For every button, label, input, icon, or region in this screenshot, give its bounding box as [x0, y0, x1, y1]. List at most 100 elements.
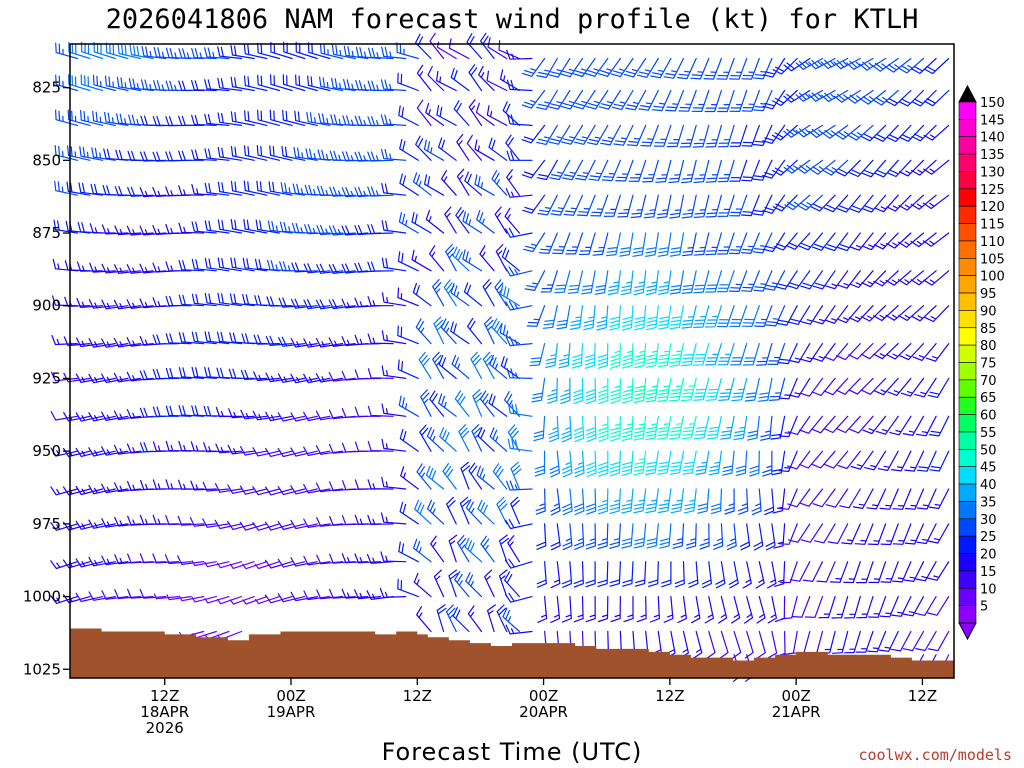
wind-barb	[729, 124, 748, 147]
wind-barb	[729, 57, 748, 80]
wind-barb	[303, 446, 331, 456]
wind-barb	[799, 488, 824, 507]
wind-barb	[708, 450, 722, 476]
wind-barb	[927, 596, 950, 616]
wind-barb	[772, 57, 798, 75]
wind-barb	[669, 270, 685, 295]
wind-barb	[849, 232, 874, 251]
wind-barb	[462, 211, 483, 234]
wind-barb	[367, 261, 394, 272]
wind-barb	[267, 259, 293, 272]
wind-barb	[399, 428, 419, 452]
wind-barb	[729, 305, 748, 328]
wind-barb	[315, 445, 344, 455]
wind-barb	[243, 145, 268, 161]
wind-barb	[101, 263, 129, 274]
wind-barb	[590, 194, 609, 217]
wind-barb	[542, 305, 558, 329]
wind-barb	[621, 488, 634, 514]
wind-barb	[640, 124, 659, 147]
wind-barb	[693, 159, 710, 184]
wind-barb	[217, 146, 243, 161]
wind-barb	[416, 64, 432, 92]
wind-barb	[681, 159, 697, 184]
wind-barb	[873, 305, 899, 322]
colorbar-swatch	[958, 535, 977, 554]
wind-barb	[256, 180, 280, 196]
wind-barb	[703, 57, 722, 80]
wind-barb	[681, 232, 697, 257]
wind-barb	[567, 270, 584, 294]
wind-barb	[767, 630, 778, 659]
wind-barb	[368, 47, 394, 60]
wind-barb	[317, 149, 344, 161]
wind-barb	[257, 42, 280, 60]
colorbar-swatch	[958, 344, 977, 363]
wind-barb	[586, 488, 597, 515]
wind-barb	[904, 488, 925, 510]
wind-barb	[217, 77, 243, 92]
wind-barb	[778, 450, 798, 472]
wind-barb	[574, 523, 585, 550]
wind-barb	[598, 450, 609, 477]
wind-barb	[682, 450, 697, 475]
wind-barb	[585, 89, 609, 110]
wind-barb	[910, 232, 937, 248]
wind-barb	[468, 64, 483, 92]
wind-barb	[412, 282, 432, 307]
wind-barb	[215, 443, 243, 454]
wind-barb	[849, 194, 874, 213]
colorbar-swatch	[958, 362, 977, 381]
colorbar-swatch	[958, 570, 977, 589]
wind-barb	[217, 257, 243, 272]
wind-barb	[381, 220, 407, 234]
wind-barb	[438, 137, 457, 161]
wind-barb	[270, 74, 293, 92]
wind-barb	[524, 270, 546, 291]
wind-barb	[704, 89, 722, 113]
wind-barb	[315, 410, 344, 421]
wind-barb	[657, 270, 672, 295]
colorbar-label: 105	[980, 252, 1005, 267]
wind-barb	[126, 264, 154, 274]
wind-barb	[215, 406, 243, 418]
wind-barb	[693, 630, 703, 659]
wind-barb	[598, 377, 609, 405]
wind-barb	[396, 42, 419, 60]
wind-barb	[471, 424, 483, 452]
wind-barb	[626, 124, 647, 147]
wind-barb	[420, 389, 432, 417]
wind-barb	[425, 102, 445, 126]
wind-barb	[550, 596, 561, 623]
wind-barb	[889, 415, 912, 436]
wind-barb	[797, 194, 824, 211]
wind-barb	[504, 391, 520, 417]
wind-barb	[467, 605, 483, 633]
colorbar-label: 10	[980, 582, 997, 597]
wind-barb	[573, 89, 596, 110]
wind-barb	[88, 556, 116, 567]
wind-barb	[217, 46, 243, 60]
wind-barb	[823, 415, 849, 434]
wind-barb	[873, 232, 899, 250]
wind-barb	[354, 186, 382, 198]
wind-barb	[799, 415, 824, 434]
wind-barb	[216, 331, 243, 345]
wind-barb	[550, 488, 561, 516]
wind-barb	[487, 604, 496, 633]
wind-barb	[441, 170, 457, 196]
wind-barb	[596, 305, 609, 331]
wind-barb	[633, 270, 647, 296]
wind-barb	[771, 124, 798, 141]
wind-barb	[306, 111, 331, 126]
wind-barb	[693, 232, 710, 256]
wind-barb	[423, 139, 445, 161]
wind-barb	[751, 488, 762, 516]
wind-barb	[728, 561, 739, 589]
colorbar-label: 90	[980, 304, 997, 319]
wind-barb	[367, 151, 394, 162]
wind-barb	[439, 427, 457, 452]
wind-barb	[178, 479, 205, 490]
y-tick-label: 850	[32, 151, 61, 169]
wind-barb	[548, 124, 571, 145]
